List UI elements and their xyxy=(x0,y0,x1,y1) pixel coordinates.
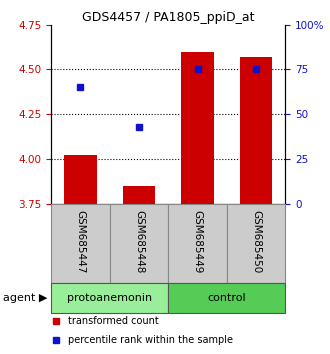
Text: protoanemonin: protoanemonin xyxy=(67,293,152,303)
Text: GSM685448: GSM685448 xyxy=(134,210,144,273)
Text: GSM685450: GSM685450 xyxy=(251,210,261,273)
Bar xyxy=(240,57,272,204)
Bar xyxy=(168,283,285,313)
Text: GSM685447: GSM685447 xyxy=(76,210,85,273)
Text: GSM685449: GSM685449 xyxy=(193,210,203,273)
Bar xyxy=(168,204,227,283)
Title: GDS4457 / PA1805_ppiD_at: GDS4457 / PA1805_ppiD_at xyxy=(82,11,254,24)
Text: agent ▶: agent ▶ xyxy=(3,293,48,303)
Bar xyxy=(64,155,97,204)
Text: control: control xyxy=(208,293,246,303)
Text: percentile rank within the sample: percentile rank within the sample xyxy=(68,335,233,345)
Bar xyxy=(182,52,214,204)
Bar xyxy=(51,283,168,313)
Bar xyxy=(51,204,110,283)
Bar xyxy=(123,186,155,204)
Bar xyxy=(110,204,168,283)
Bar xyxy=(227,204,285,283)
Text: transformed count: transformed count xyxy=(68,316,158,326)
